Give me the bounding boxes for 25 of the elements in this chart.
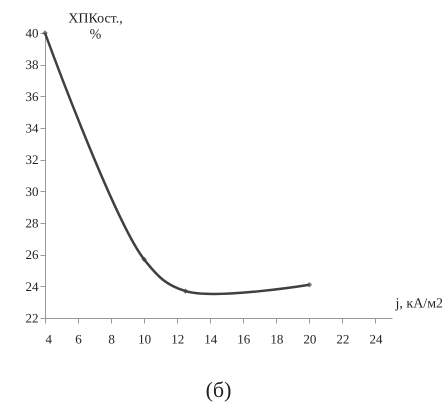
x-tick-label: 22 xyxy=(336,332,350,346)
x-tick-label: 10 xyxy=(138,332,152,346)
point xyxy=(141,256,147,262)
x-tick-label: 12 xyxy=(171,332,184,346)
x-tick-label: 4 xyxy=(46,332,52,346)
y-tick-label: 40 xyxy=(26,26,38,40)
y-tick-label: 28 xyxy=(26,216,38,230)
x-tick-label: 24 xyxy=(369,332,383,346)
y-tick-label: 34 xyxy=(26,120,39,136)
y-tick-label: 26 xyxy=(26,247,39,262)
x-axis-title: j, кА/м2 xyxy=(394,296,442,312)
y-tick-label: 24 xyxy=(26,278,39,294)
x-tick-label: 18 xyxy=(270,332,284,346)
y-tick-label: 22 xyxy=(26,310,38,326)
y-tick-label: 30 xyxy=(26,184,38,199)
x-tick-label: 8 xyxy=(108,332,115,346)
x-tick-label: 14 xyxy=(204,332,218,346)
y-axis-title: ХПКост., % xyxy=(68,12,123,42)
x-tick-label: 6 xyxy=(75,332,82,346)
y-tick-label: 36 xyxy=(26,88,39,104)
x-tick-label: 20 xyxy=(303,332,316,346)
text: (б) xyxy=(206,377,232,402)
y-tick-label: 32 xyxy=(26,152,38,168)
y-tick-label: 38 xyxy=(26,57,38,72)
x-tick-label: 16 xyxy=(237,332,251,346)
